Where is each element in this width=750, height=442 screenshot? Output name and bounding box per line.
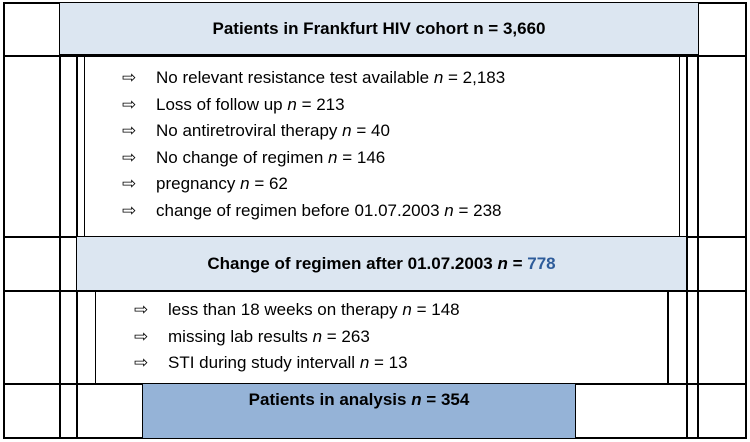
arrow-right-icon: ⇨ [122,200,137,220]
exclusion-1-item-n: n [240,174,250,194]
column-line [697,2,699,439]
exclusion-1-item-value: = 146 [337,147,386,167]
regimen-change-box: Change of regimen after 01.07.2003 n = 7… [77,237,686,290]
column-line [84,56,85,237]
exclusion-2-item-text: STI during study intervall [168,353,356,373]
regimen-change-value: 778 [527,253,556,273]
exclusion-2-item: ⇨ less than 18 weeks on therapy n = 148 [134,297,460,324]
exclusion-1-item-text: No antiretroviral therapy [156,121,338,141]
column-line [95,290,96,384]
exclusion-2-item-value: = 13 [369,353,408,373]
exclusion-2-item-n: n [359,353,370,373]
regimen-change-eq: = [507,253,528,273]
analysis-box: Patients in analysis n = 354 [142,384,576,438]
exclusion-2-item: ⇨ STI during study intervall n = 13 [134,350,460,377]
exclusion-1-item-n: n [433,68,444,88]
exclusion-1-item-value: = 213 [296,94,345,114]
exclusion-2-item-text: missing lab results [168,326,308,346]
arrow-right-icon: ⇨ [134,300,149,320]
row-separator [3,236,747,238]
exclusion-1-item-value: = 2,183 [443,68,506,88]
column-line [667,290,669,384]
analysis-n: n [411,390,422,409]
column-line [59,2,61,439]
exclusion-1-item-n: n [342,121,352,141]
exclusion-1-item-text: Loss of follow up [156,94,283,114]
arrow-right-icon: ⇨ [122,147,137,167]
column-line [76,56,78,439]
exclusion-1-item: ⇨ No change of regimen n = 146 [122,145,505,172]
column-line [686,56,688,439]
arrow-right-icon: ⇨ [122,121,137,141]
row-separator [3,383,747,385]
exclusion-1-item-text: change of regimen before 01.07.2003 [156,200,440,220]
exclusion-2-item-value: = 148 [411,300,460,320]
exclusion-2-item-n: n [312,326,323,346]
exclusion-1-item-text: pregnancy [156,174,236,194]
cohort-label: Patients in Frankfurt HIV cohort n = 3,6… [212,18,546,38]
exclusion-1-item-text: No change of regimen [156,147,324,167]
exclusion-list-2: ⇨ less than 18 weeks on therapy n = 148 ⇨ m… [134,297,460,377]
exclusion-1-item-n: n [328,147,338,167]
exclusion-1-item: ⇨ No relevant resistance test available n… [122,65,505,92]
exclusion-1-item: ⇨ change of regimen before 01.07.2003 n =… [122,198,505,225]
exclusion-list-1: ⇨ No relevant resistance test available n… [122,65,505,224]
exclusion-1-item-value: = 40 [351,121,390,141]
analysis-value: = 354 [421,390,470,409]
column-line [679,56,680,237]
exclusion-1-item: ⇨ No antiretroviral therapy n = 40 [122,118,505,145]
regimen-change-n: n [497,253,508,273]
arrow-right-icon: ⇨ [134,353,149,373]
exclusion-1-item-value: = 62 [249,174,288,194]
arrow-right-icon: ⇨ [122,68,137,88]
regimen-change-text: Change of regimen after 01.07.2003 [207,253,493,273]
exclusion-2-item-n: n [402,300,412,320]
exclusion-1-item-value: = 238 [453,200,502,220]
exclusion-2-item: ⇨ missing lab results n = 263 [134,324,460,351]
exclusion-1-item: ⇨ Loss of follow up n = 213 [122,92,505,119]
exclusion-1-item-n: n [287,94,297,114]
exclusion-1-item: ⇨ pregnancy n = 62 [122,171,505,198]
row-separator [3,55,747,57]
exclusion-1-item-n: n [444,200,454,220]
arrow-right-icon: ⇨ [122,174,137,194]
exclusion-2-item-text: less than 18 weeks on therapy [168,300,398,320]
analysis-text: Patients in analysis [248,390,407,409]
row-separator [3,290,747,292]
arrow-right-icon: ⇨ [122,94,137,114]
exclusion-1-item-text: No relevant resistance test available [156,68,430,88]
cohort-box: Patients in Frankfurt HIV cohort n = 3,6… [60,3,698,55]
arrow-right-icon: ⇨ [134,326,149,346]
exclusion-2-item-value: = 263 [322,326,370,346]
